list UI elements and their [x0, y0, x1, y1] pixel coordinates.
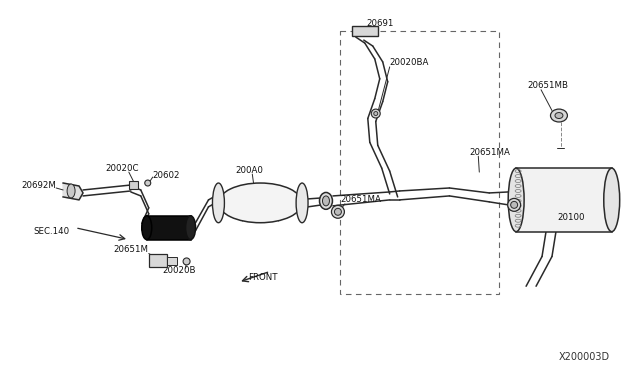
Bar: [352, 26, 378, 36]
Text: 20100: 20100: [557, 213, 584, 222]
Ellipse shape: [212, 183, 225, 223]
Ellipse shape: [604, 168, 620, 232]
Text: 20692M: 20692M: [21, 180, 56, 189]
Ellipse shape: [508, 198, 520, 211]
Text: 20651M: 20651M: [113, 245, 148, 254]
Text: 20602: 20602: [153, 171, 180, 180]
Text: 20651MB: 20651MB: [527, 81, 568, 90]
Text: 20691: 20691: [367, 19, 394, 28]
Ellipse shape: [511, 201, 518, 208]
Ellipse shape: [186, 216, 196, 240]
Ellipse shape: [332, 205, 344, 218]
Text: SEC.140: SEC.140: [33, 227, 69, 236]
Text: FRONT: FRONT: [248, 273, 278, 282]
Ellipse shape: [555, 113, 563, 119]
Ellipse shape: [319, 192, 332, 209]
Bar: [516, 168, 612, 232]
Text: 20020BA: 20020BA: [390, 58, 429, 67]
Ellipse shape: [550, 109, 568, 122]
Bar: [147, 216, 191, 240]
Ellipse shape: [374, 112, 378, 116]
Text: X200003D: X200003D: [559, 352, 610, 362]
Text: 200A0: 200A0: [236, 166, 263, 174]
Bar: [340, 31, 499, 294]
Text: 20651MA: 20651MA: [469, 148, 510, 157]
Text: 20020B: 20020B: [163, 266, 196, 275]
Bar: [148, 254, 166, 267]
Bar: [166, 257, 177, 265]
Ellipse shape: [142, 216, 152, 240]
Ellipse shape: [183, 258, 190, 265]
Polygon shape: [63, 183, 83, 200]
Text: 20651MA: 20651MA: [340, 195, 381, 204]
Ellipse shape: [335, 208, 341, 215]
Ellipse shape: [67, 184, 75, 198]
Ellipse shape: [296, 183, 308, 223]
Ellipse shape: [145, 180, 151, 186]
Ellipse shape: [323, 196, 330, 206]
Ellipse shape: [218, 183, 302, 223]
Bar: [129, 181, 138, 189]
Text: 20020C: 20020C: [105, 164, 138, 173]
Ellipse shape: [371, 109, 380, 118]
Ellipse shape: [508, 168, 524, 232]
